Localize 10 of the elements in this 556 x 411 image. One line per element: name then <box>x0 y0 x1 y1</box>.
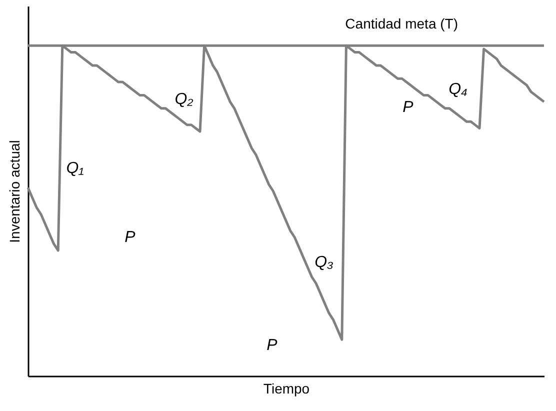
ref-line-label: Cantidad meta (T) <box>345 16 458 32</box>
annotation: Q₃ <box>314 254 334 271</box>
annotation: Q₂ <box>174 91 194 108</box>
annotation: P <box>266 337 278 354</box>
annotation: Q₁ <box>66 160 84 177</box>
annotation: Q₄ <box>448 81 468 98</box>
annotation: P <box>402 99 414 116</box>
x-axis-title: Tiempo <box>263 380 310 396</box>
y-axis-title: Inventario actual <box>6 140 22 243</box>
annotation: P <box>124 229 136 246</box>
